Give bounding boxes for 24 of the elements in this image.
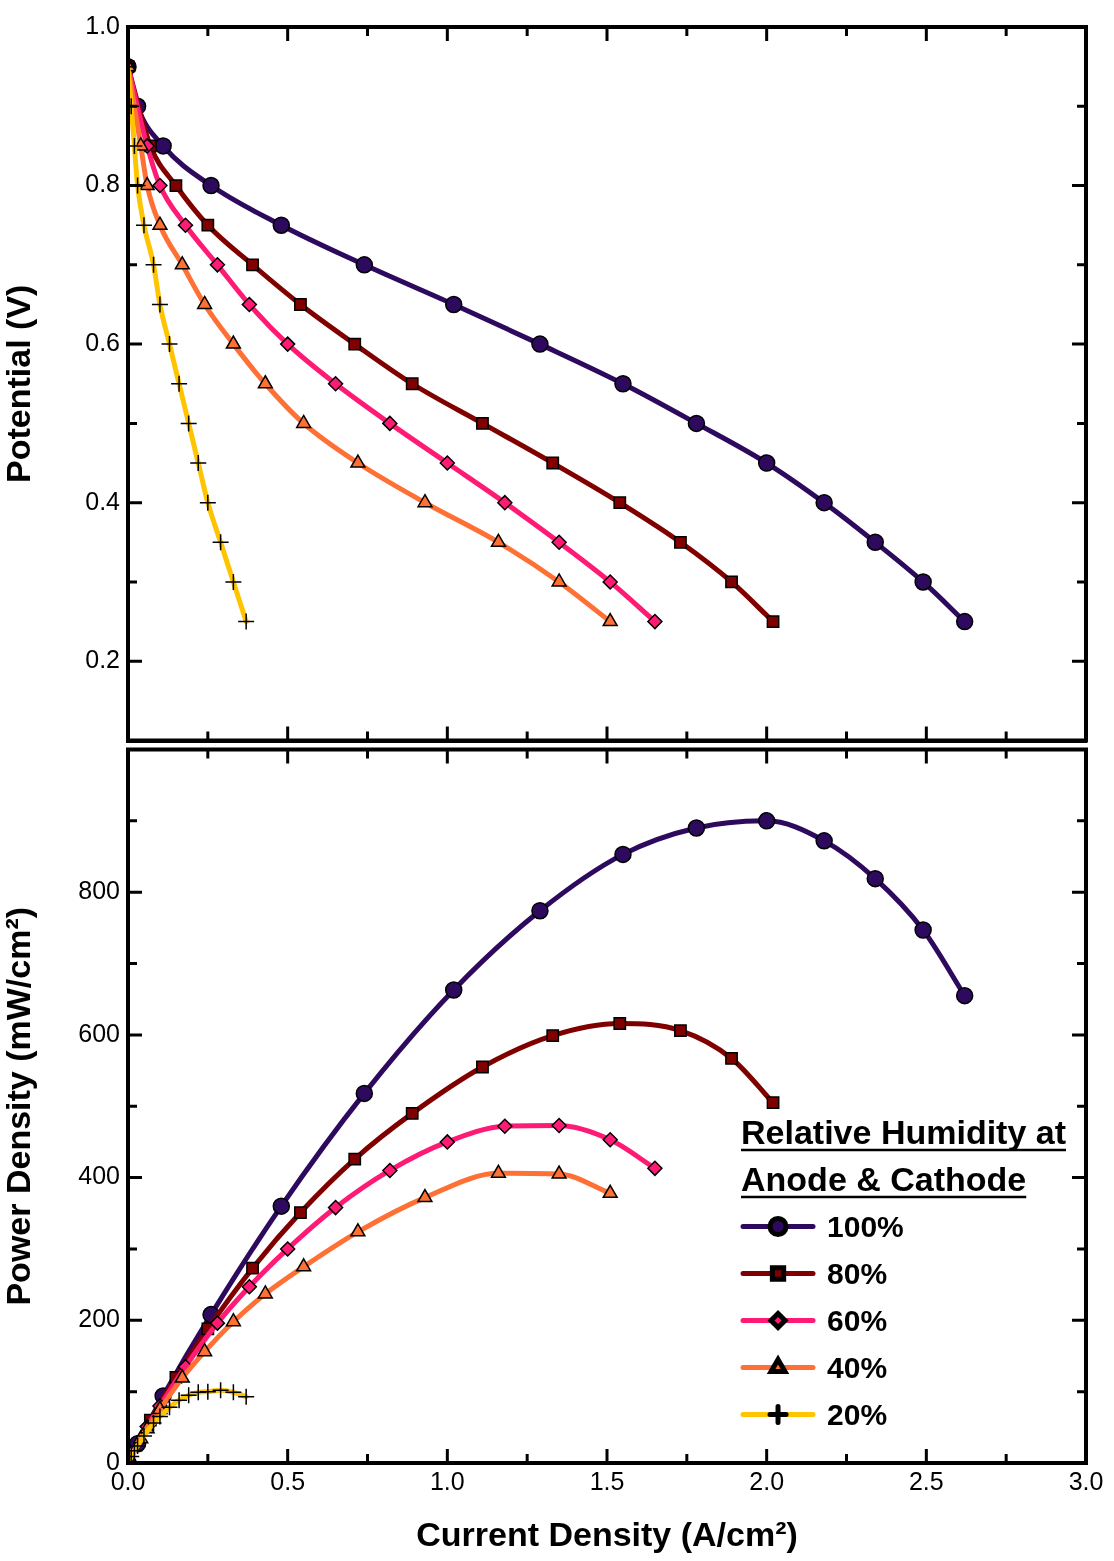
legend-label: 80% <box>827 1256 888 1290</box>
x-tick-label: 2.5 <box>908 1467 944 1496</box>
x-axis-title: Current Density (A/cm²) <box>416 1514 798 1553</box>
y-axis-title: Potential (V) <box>0 284 37 483</box>
x-tick-label: 2.0 <box>749 1467 785 1496</box>
y-tick-label: 400 <box>78 1161 120 1190</box>
x-tick-label: 1.0 <box>429 1467 465 1496</box>
legend-label: 60% <box>827 1303 888 1337</box>
y-tick-label: 0.6 <box>85 328 120 356</box>
legend-title: Relative Humidity at Anode & Cathode <box>741 1113 1067 1198</box>
y-axis-title: Power Density (mW/cm²) <box>0 906 37 1306</box>
y-tick-label: 0.8 <box>85 169 120 198</box>
x-tick-label: 1.5 <box>589 1467 625 1496</box>
x-tick-label: 3.0 <box>1068 1467 1104 1496</box>
legend-label: 100% <box>827 1209 904 1243</box>
y-tick-label: 200 <box>78 1304 120 1333</box>
y-tick-label: 0.4 <box>85 486 121 515</box>
legend-label: 40% <box>827 1350 888 1384</box>
y-tick-label: 1.0 <box>85 10 120 39</box>
y-tick-label: 0.2 <box>85 645 120 674</box>
y-tick-label: 800 <box>78 876 120 905</box>
x-tick-label: 0.5 <box>270 1467 306 1496</box>
legend-label: 20% <box>827 1397 888 1431</box>
y-tick-label: 600 <box>78 1018 120 1047</box>
